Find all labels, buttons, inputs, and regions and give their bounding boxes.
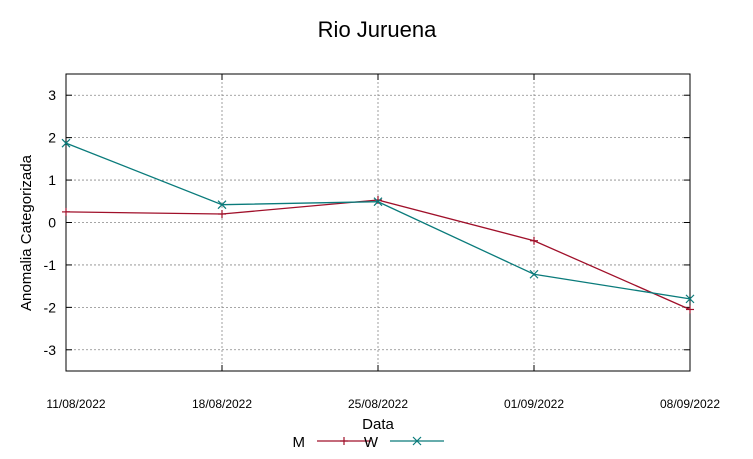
data-point-m [374, 196, 382, 205]
y-axis-ticks: -3 -2 -1 0 1 2 3 [44, 87, 690, 358]
data-point-w [529, 269, 539, 279]
y-tick-label: -1 [44, 257, 57, 273]
data-point-m [218, 210, 226, 219]
y-tick-label: 3 [48, 87, 56, 103]
y-tick-label: 1 [48, 172, 56, 188]
x-tick-label: 01/09/2022 [504, 397, 564, 411]
x-tick-label: 11/08/2022 [46, 397, 105, 411]
data-point-m [686, 305, 694, 314]
y-tick-label: -2 [44, 299, 57, 315]
y-tick-label: -3 [44, 342, 57, 358]
data-point-w [373, 197, 383, 207]
legend-label-m: M [293, 434, 306, 451]
x-tick-label: 25/08/2022 [348, 397, 408, 411]
chart-title: Rio Juruena [318, 17, 437, 42]
series-lines [61, 138, 695, 314]
data-point-w [61, 138, 71, 148]
x-axis-label: Data [362, 416, 394, 433]
y-axis-label: Anomalia Categorizada [18, 154, 35, 311]
x-axis-ticks: 11/08/2022 18/08/2022 25/08/2022 01/09/2022… [46, 74, 720, 411]
data-point-m [62, 207, 70, 216]
legend-marker-w [412, 436, 422, 446]
legend-label-w: W [364, 434, 379, 451]
data-point-w [217, 200, 227, 210]
y-tick-label: 2 [48, 130, 56, 146]
data-point-w [685, 294, 695, 304]
grid [66, 74, 690, 371]
y-tick-label: 0 [48, 215, 56, 231]
legend-marker-m [340, 437, 348, 445]
data-point-m [530, 236, 538, 245]
x-tick-label: 08/09/2022 [660, 397, 720, 411]
x-tick-label: 18/08/2022 [192, 397, 252, 411]
